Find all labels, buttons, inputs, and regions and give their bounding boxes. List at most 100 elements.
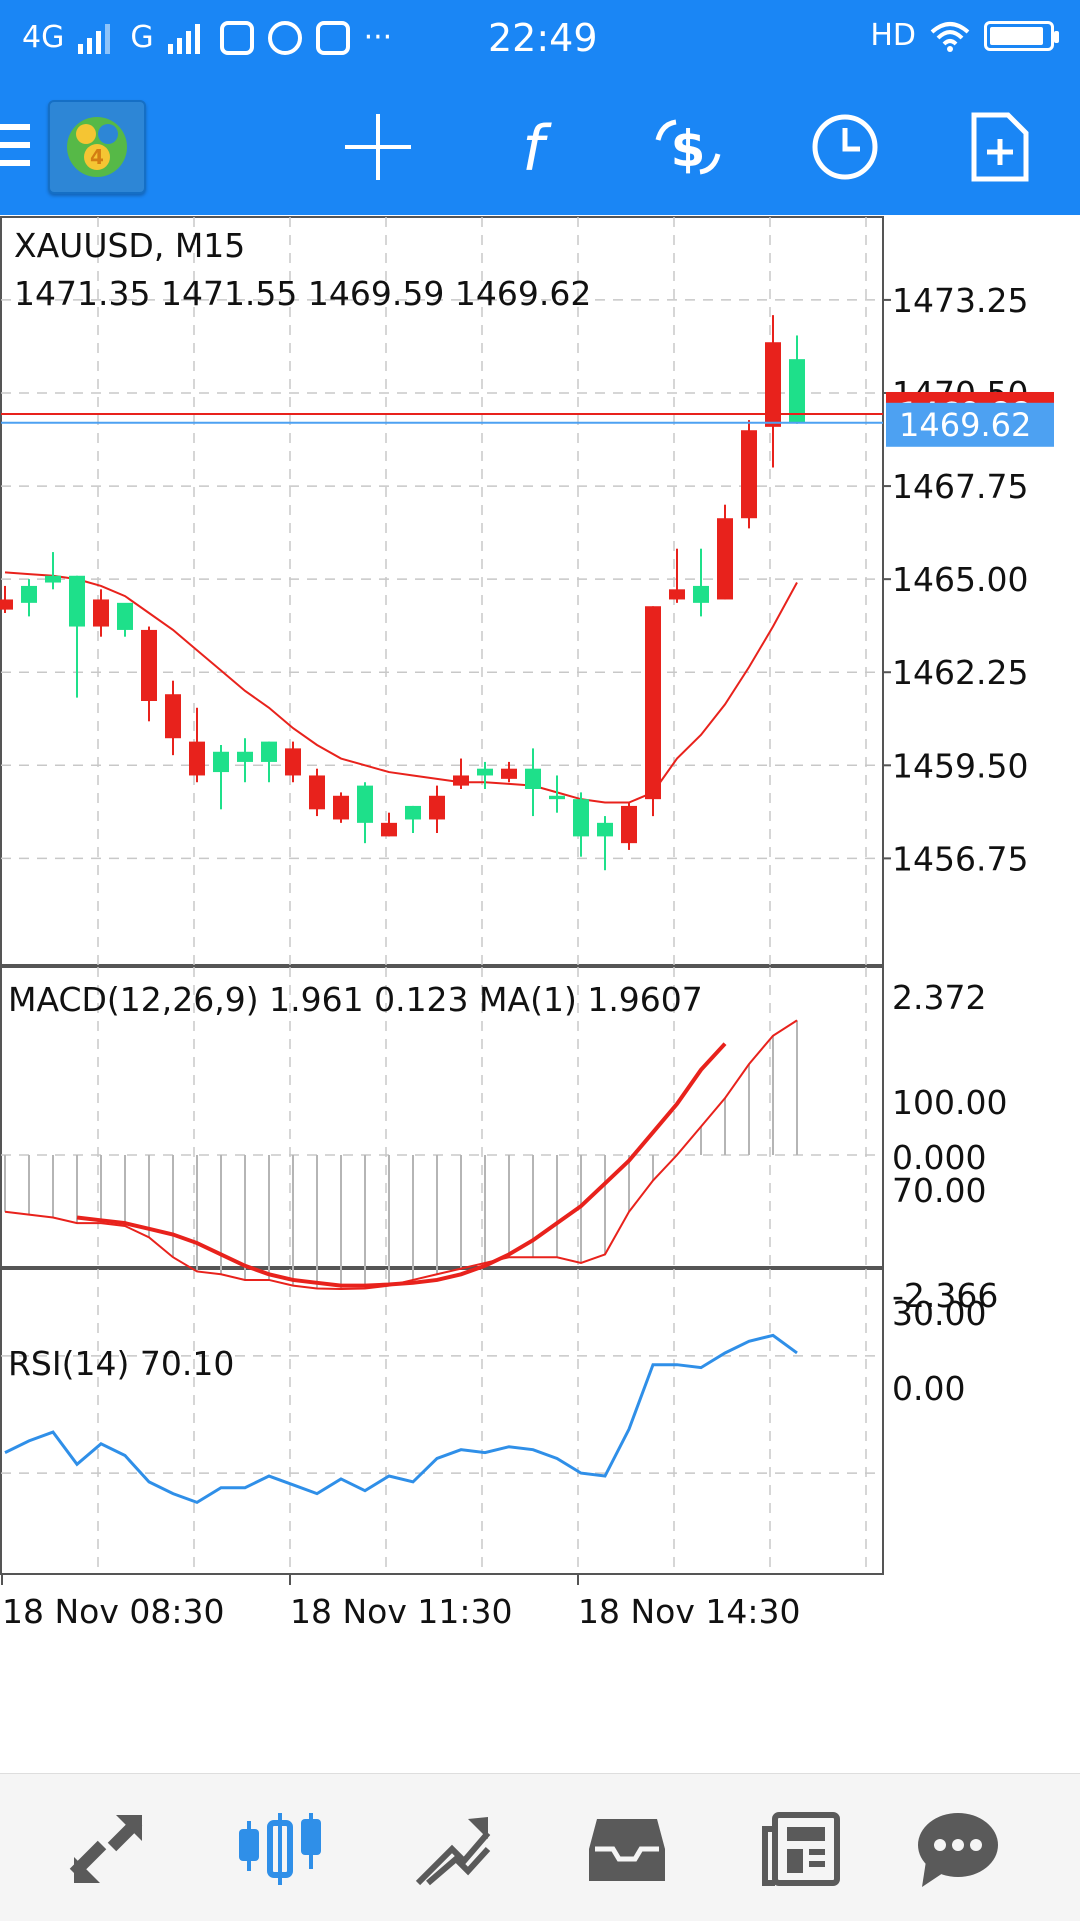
status-right: HD bbox=[870, 18, 1059, 53]
svg-text:$: $ bbox=[671, 120, 706, 178]
rsi-axis: 100.00 70.00 30.00 0.00 bbox=[892, 1083, 1007, 1408]
crosshair-button[interactable] bbox=[333, 102, 423, 192]
candle-body bbox=[0, 599, 13, 610]
candle-body bbox=[549, 795, 565, 800]
bid-price-tag bbox=[886, 402, 1054, 447]
bottom-nav bbox=[0, 1773, 1080, 1921]
menu-icon[interactable] bbox=[0, 122, 30, 168]
chart-icon bbox=[239, 1813, 321, 1885]
clock-icon bbox=[812, 114, 878, 180]
svg-text:4: 4 bbox=[90, 145, 104, 169]
candle-body bbox=[789, 359, 805, 423]
price-tick-label: 1459.50 bbox=[892, 746, 1028, 785]
history-nav[interactable] bbox=[577, 1804, 677, 1894]
candle-body bbox=[477, 768, 493, 776]
candle-body bbox=[573, 799, 589, 837]
candle-body bbox=[141, 629, 157, 701]
more-notifications: ··· bbox=[363, 20, 393, 55]
macd-axis: 2.372 0.000 -2.366 bbox=[892, 978, 998, 1315]
time-tick-label: 18 Nov 14:30 bbox=[578, 1592, 800, 1631]
svg-text:f: f bbox=[522, 112, 552, 182]
news-icon bbox=[762, 1812, 840, 1886]
news-nav[interactable] bbox=[751, 1804, 851, 1894]
chart-area[interactable]: 1473.251470.501467.751465.001462.251459.… bbox=[0, 215, 1080, 1765]
price-tick-label: 1462.25 bbox=[892, 653, 1028, 692]
candle-body bbox=[93, 599, 109, 627]
moving-average-layer bbox=[4, 571, 798, 804]
macd-label: MACD(12,26,9) 1.961 0.123 MA(1) 1.9607 bbox=[8, 980, 703, 1019]
chart-nav[interactable] bbox=[230, 1804, 330, 1894]
price-tick-label: 1465.00 bbox=[892, 560, 1028, 599]
macd-tick-label: 0.000 bbox=[892, 1138, 986, 1177]
candle-body bbox=[693, 585, 709, 603]
macd-pane-frame bbox=[0, 966, 884, 1268]
quotes-nav[interactable] bbox=[58, 1804, 158, 1894]
trade-button[interactable]: $ bbox=[643, 102, 733, 192]
candle-body bbox=[309, 775, 325, 810]
symbol-label: XAUUSD, M15 bbox=[14, 226, 245, 265]
battery-icon bbox=[984, 20, 1059, 51]
indicators-button[interactable]: f bbox=[488, 102, 578, 192]
candle-body bbox=[261, 741, 277, 762]
candle-body bbox=[117, 602, 133, 630]
moving-average-line bbox=[4, 571, 798, 804]
rsi-tick-label: 0.00 bbox=[892, 1369, 965, 1408]
candle-body bbox=[621, 805, 637, 844]
candle-body bbox=[237, 751, 253, 762]
candle-body bbox=[429, 795, 445, 820]
candle-body bbox=[717, 518, 733, 600]
time-tick-label: 18 Nov 08:30 bbox=[2, 1592, 224, 1631]
trade-icon bbox=[415, 1817, 491, 1886]
candle-body bbox=[357, 785, 373, 823]
rsi-label: RSI(14) 70.10 bbox=[8, 1344, 234, 1383]
time-tick-label: 18 Nov 11:30 bbox=[290, 1592, 512, 1631]
crosshair-icon bbox=[345, 114, 411, 180]
price-tick-label: 1467.75 bbox=[892, 467, 1028, 506]
app-logo[interactable]: 4 bbox=[48, 100, 146, 194]
candle-body bbox=[45, 575, 61, 583]
macd-layer bbox=[4, 1019, 798, 1291]
rsi-layer bbox=[4, 1333, 798, 1505]
messages-nav[interactable] bbox=[908, 1804, 1008, 1894]
candle-body bbox=[765, 342, 781, 427]
history-icon bbox=[589, 1819, 665, 1881]
candle-body bbox=[741, 430, 757, 519]
candle-body bbox=[333, 795, 349, 820]
candle-body bbox=[213, 751, 229, 773]
new-order-button[interactable] bbox=[955, 102, 1045, 192]
rsi-tick-label: 100.00 bbox=[892, 1083, 1007, 1122]
toolbar: 4 f $ bbox=[0, 78, 1080, 215]
candle-body bbox=[69, 575, 85, 627]
candle-body bbox=[285, 748, 301, 776]
price-chart[interactable]: 1473.251470.501467.751465.001462.251459.… bbox=[0, 215, 1080, 1765]
rsi-tick-label: 70.00 bbox=[892, 1171, 986, 1210]
status-left: 4G G ··· bbox=[22, 20, 392, 55]
price-axis: 1473.251470.501467.751465.001462.251459.… bbox=[883, 281, 1028, 878]
trade-nav[interactable] bbox=[402, 1804, 502, 1894]
candle-body bbox=[525, 768, 541, 789]
new-order-icon bbox=[971, 112, 1029, 182]
mail-app-icon bbox=[315, 20, 350, 55]
rsi-line bbox=[4, 1333, 798, 1505]
candle-body bbox=[405, 805, 421, 820]
rsi-pane-frame bbox=[0, 1268, 884, 1575]
candle-body bbox=[189, 741, 205, 776]
main-pane-frame bbox=[0, 216, 884, 966]
status-bar: 4G G ··· 22:49 HD bbox=[0, 0, 1080, 78]
hd-label: HD bbox=[870, 18, 916, 53]
ohlc-values: 1471.35 1471.55 1469.59 1469.62 bbox=[14, 274, 591, 313]
macd-tick-label: -2.366 bbox=[892, 1276, 998, 1315]
candle-body bbox=[645, 606, 661, 800]
metatrader-logo-icon: 4 bbox=[67, 117, 127, 177]
bid-price-label: 1469.62 bbox=[899, 406, 1031, 444]
rsi-tick-label: 30.00 bbox=[892, 1294, 986, 1333]
indicators-icon: f bbox=[522, 112, 552, 182]
candle-body bbox=[501, 768, 517, 779]
period-button[interactable] bbox=[800, 102, 890, 192]
price-tick-label: 1473.25 bbox=[892, 281, 1028, 320]
candle-body bbox=[165, 694, 181, 739]
candle-body bbox=[597, 822, 613, 837]
browser-app-icon bbox=[267, 20, 302, 55]
video-app-icon bbox=[219, 20, 254, 55]
wifi-icon bbox=[930, 21, 970, 52]
